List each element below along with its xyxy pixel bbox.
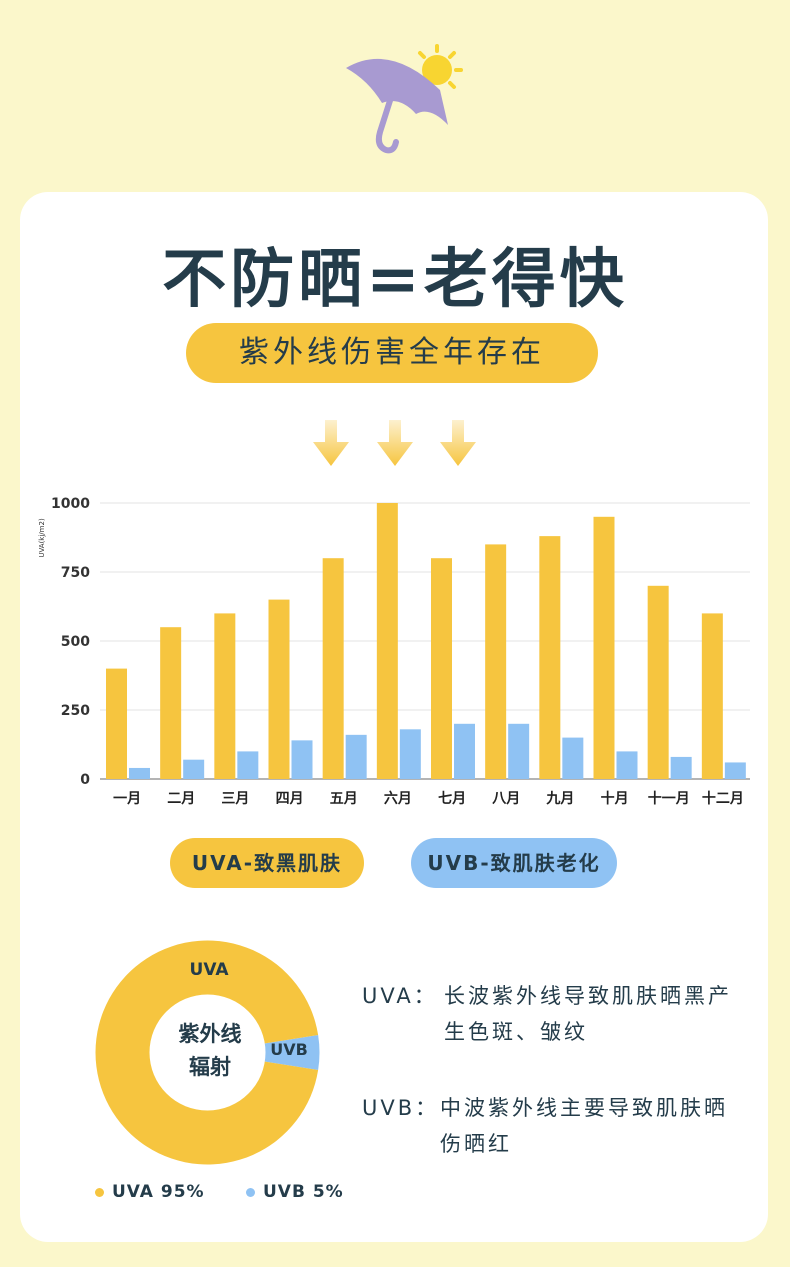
x-tick-label: 七月 [438,791,466,807]
bar-uva [376,503,398,779]
x-tick-label: 九月 [545,791,574,807]
legend-uva: UVA-致黑肌肤 [170,838,364,888]
bar-uva [268,599,290,779]
x-tick-label: 一月 [113,791,141,807]
uva-description-text: 长波紫外线导致肌肤晒黑产生色斑、皱纹 [444,984,732,1044]
bar-uvb [237,751,259,779]
x-tick-label: 二月 [167,791,195,807]
x-tick-label: 三月 [221,791,249,807]
sun-icon [418,44,463,89]
x-tick-label: 四月 [276,791,304,807]
x-tick-label: 六月 [384,790,412,807]
donut-slice-label: UVB [270,1040,308,1059]
bar-uva [431,558,452,779]
y-tick-label: 0 [80,772,90,788]
y-tick-label: 500 [61,634,90,650]
uva-description: UVA： 长波紫外线导致肌肤晒黑产生色斑、皱纹 [362,978,762,1058]
subtitle-badge: 紫外线伤害全年存在 [186,323,598,383]
uvb-description-text: 中波紫外线主要导致肌肤晒伤晒红 [440,1096,728,1156]
bar-uvb [616,751,638,779]
bar-uvb [508,723,530,779]
bar-uva [593,516,615,779]
bar-uvb [670,756,692,779]
uv-bar-chart: 0 250 500 750 1000 一月 二月 三月 四月 五月 六月 七月 八月 九月 十月 十一月 十二月… [38,496,750,807]
x-tick-label: 十二月 [702,790,744,807]
uva-percentage: UVA 95% [95,1182,205,1202]
down-arrow-icon [313,420,349,466]
x-tick-label: 八月 [491,791,520,807]
x-tick-label: 十一月 [648,790,690,807]
bar-uva [647,585,669,779]
bar-uvb [345,734,367,779]
bar-uvb [183,759,205,779]
donut-slice-label: UVA [190,960,230,980]
x-tick-label: 五月 [330,791,358,807]
legend-uvb: UVB-致肌肤老化 [411,838,617,888]
uvb-description-label: UVB： [362,1096,440,1120]
uv-donut-chart: 紫外线 辐射 UVA UVB [95,940,320,1165]
page-title: 不防晒=老得快 [162,243,628,317]
bar-uvb [454,723,475,779]
y-tick-label: 750 [61,565,90,581]
x-tick-label: 十月 [601,790,629,807]
y-axis-label: UVA(kj/m2) [38,518,46,558]
uva-percentage-text: UVA 95% [112,1182,205,1202]
uva-dot-icon [95,1187,104,1197]
bar-uvb [399,729,421,779]
bar-uva [701,613,723,779]
uvb-description: UVB： 中波紫外线主要导致肌肤晒伤晒红 [362,1090,762,1170]
donut-center-label: 紫外线 [179,1022,242,1046]
bar-uva [539,536,561,779]
uvb-dot-icon [246,1187,255,1197]
bar-uvb [724,762,746,779]
bar-uva [106,668,127,779]
uvb-percentage: UVB 5% [246,1182,344,1202]
bar-uvb [562,737,584,779]
y-tick-label: 250 [61,703,90,719]
donut-center-label: 辐射 [189,1055,231,1079]
umbrella-sun-icon [346,44,463,154]
bar-uvb [129,767,150,779]
y-tick-label: 1000 [51,496,90,512]
bar-uva [485,544,507,779]
uvb-percentage-text: UVB 5% [263,1182,344,1202]
uva-description-label: UVA： [362,984,438,1008]
bar-uva [322,558,344,779]
bar-uva [160,627,182,779]
down-arrow-icon [377,420,413,466]
down-arrow-icon [440,420,476,466]
bar-uva [214,613,236,779]
bar-uvb [291,740,313,779]
